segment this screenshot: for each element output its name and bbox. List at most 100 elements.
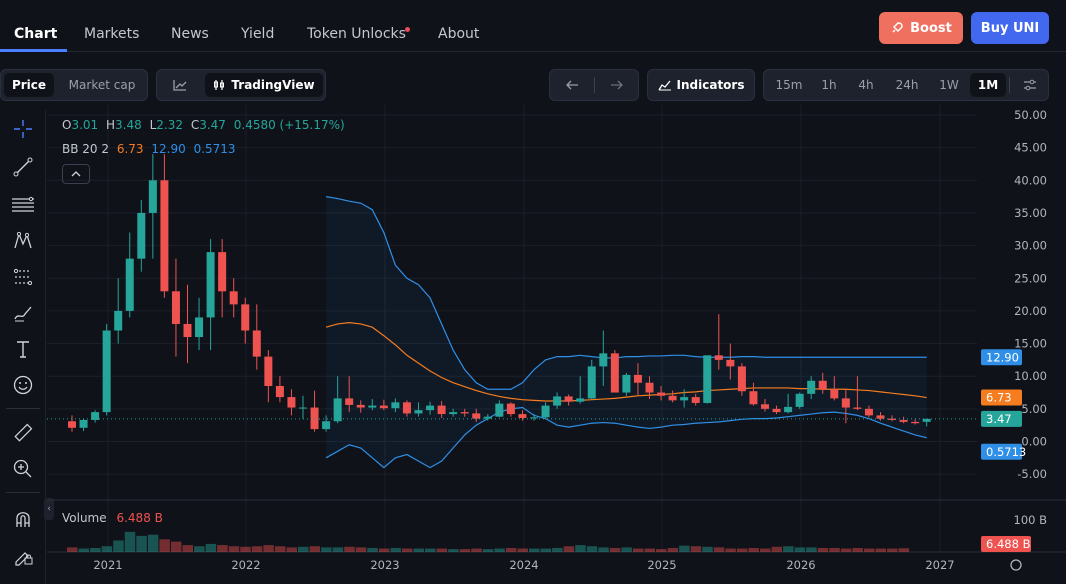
candle-body bbox=[691, 397, 700, 403]
indicators-button[interactable]: Indicators bbox=[647, 69, 755, 101]
magnet-tool[interactable] bbox=[10, 506, 36, 532]
x-tick-label: 2022 bbox=[231, 558, 260, 572]
crosshair-icon bbox=[14, 120, 32, 138]
zoom-tool[interactable] bbox=[10, 456, 36, 482]
indicators-inner: Indicators bbox=[648, 70, 754, 100]
tab-yield[interactable]: Yield bbox=[241, 26, 275, 42]
tab-about[interactable]: About bbox=[438, 26, 480, 42]
tab-news[interactable]: News bbox=[171, 26, 209, 42]
candle-body bbox=[749, 391, 758, 405]
y-tick-label: -5.00 bbox=[1017, 467, 1047, 481]
top-nav: Chart Markets News Yield Token Unlocks A… bbox=[0, 0, 1066, 52]
close-label: C bbox=[190, 118, 200, 132]
candle-body bbox=[622, 374, 631, 393]
indicators-icon bbox=[657, 80, 671, 91]
last-price-badge: 3.47 bbox=[986, 412, 1012, 426]
volume-bar bbox=[494, 548, 505, 552]
tab-chart[interactable]: Chart bbox=[14, 26, 58, 42]
y-tick-label: 35.00 bbox=[1014, 206, 1047, 220]
legend-collapse-button[interactable] bbox=[62, 164, 90, 184]
fib-tool[interactable] bbox=[10, 264, 36, 290]
emoji-tool[interactable] bbox=[10, 372, 36, 398]
candle-body bbox=[564, 396, 573, 402]
timeframe-1m[interactable]: 1M bbox=[970, 73, 1006, 97]
candle-body bbox=[530, 417, 538, 419]
price-toggle[interactable]: Price bbox=[4, 73, 54, 97]
x-tick-label: 2023 bbox=[370, 558, 399, 572]
arrow-divider bbox=[594, 77, 595, 93]
y-tick-label: 10.00 bbox=[1014, 369, 1047, 383]
candle-body bbox=[287, 397, 296, 408]
candle-body bbox=[229, 291, 238, 305]
y-tick-label: 25.00 bbox=[1014, 271, 1047, 285]
horizontal-lines-tool[interactable] bbox=[10, 192, 36, 218]
volume-bar bbox=[852, 547, 863, 552]
pattern-tool[interactable] bbox=[10, 228, 36, 254]
toolbar-collapse-button[interactable]: ‹ bbox=[44, 498, 54, 520]
volume-bar bbox=[667, 547, 679, 552]
volume-bar bbox=[644, 548, 655, 552]
bb-mid-badge-bg bbox=[981, 389, 1022, 406]
volume-bar bbox=[482, 549, 494, 552]
brush-icon bbox=[14, 306, 32, 322]
y-tick-label: 20.00 bbox=[1014, 304, 1047, 318]
candle-body bbox=[264, 356, 273, 386]
timeframe-15m[interactable]: 15m bbox=[775, 78, 803, 92]
candle-body bbox=[668, 395, 677, 401]
candle-body bbox=[241, 304, 250, 331]
timeframe-divider bbox=[1009, 77, 1010, 93]
line-chart-button[interactable] bbox=[163, 73, 197, 97]
volume-bar bbox=[725, 548, 736, 552]
lock-pencil-icon bbox=[15, 552, 33, 566]
timeframe-1w[interactable]: 1W bbox=[939, 78, 959, 92]
candle-body bbox=[91, 412, 100, 420]
candle-body bbox=[795, 393, 804, 407]
magnet-icon bbox=[16, 512, 30, 527]
boost-button[interactable]: Boost bbox=[879, 12, 963, 44]
volume-bar bbox=[794, 547, 806, 552]
forward-button[interactable] bbox=[595, 70, 639, 100]
volume-bar bbox=[713, 547, 725, 552]
smile-icon bbox=[13, 375, 33, 395]
tradingview-label: TradingView bbox=[231, 78, 315, 92]
chevron-up-icon bbox=[71, 171, 81, 177]
volume-bar bbox=[240, 546, 251, 552]
y-tick-label: 50.00 bbox=[1014, 108, 1047, 122]
brush-tool[interactable] bbox=[10, 300, 36, 326]
volume-bar bbox=[436, 548, 448, 552]
tab-markets[interactable]: Markets bbox=[84, 26, 140, 42]
volume-bar bbox=[228, 546, 240, 552]
timeframe-4h[interactable]: 4h bbox=[858, 78, 874, 92]
crosshair-tool[interactable] bbox=[10, 116, 36, 142]
text-tool[interactable] bbox=[10, 336, 36, 362]
trendline-tool[interactable] bbox=[10, 154, 36, 180]
volume-bar bbox=[748, 547, 759, 552]
timeframe-24h[interactable]: 24h bbox=[895, 78, 919, 92]
candle-body bbox=[483, 416, 492, 419]
ruler-tool[interactable] bbox=[10, 420, 36, 446]
volume-bar bbox=[401, 548, 413, 552]
candle-body bbox=[460, 412, 469, 414]
marketcap-toggle[interactable]: Market cap bbox=[68, 78, 136, 92]
volume-bar bbox=[321, 547, 332, 552]
bb-upper-badge: 12.90 bbox=[986, 350, 1019, 364]
lock-tool[interactable] bbox=[10, 542, 36, 568]
line-chart-icon bbox=[173, 80, 187, 91]
candle-body bbox=[79, 419, 88, 428]
candle-body bbox=[726, 359, 735, 367]
timeframe-selector: 15m 1h 4h 24h 1W 1M bbox=[763, 69, 1049, 101]
back-button[interactable] bbox=[550, 70, 594, 100]
tradingview-button[interactable]: TradingView bbox=[205, 73, 323, 97]
candle-body bbox=[587, 366, 596, 399]
volume-bar bbox=[540, 548, 552, 552]
low-value: 2.32 bbox=[156, 118, 183, 132]
buy-uni-button[interactable]: Buy UNI bbox=[971, 12, 1049, 44]
candle-body bbox=[252, 330, 261, 357]
sliders-icon bbox=[1024, 79, 1036, 91]
tab-token-unlocks[interactable]: Token Unlocks bbox=[307, 26, 406, 42]
timeframe-1h[interactable]: 1h bbox=[821, 78, 837, 92]
settings-button[interactable] bbox=[1014, 73, 1046, 97]
volume-bar bbox=[736, 548, 748, 552]
volume-bar bbox=[113, 540, 124, 552]
